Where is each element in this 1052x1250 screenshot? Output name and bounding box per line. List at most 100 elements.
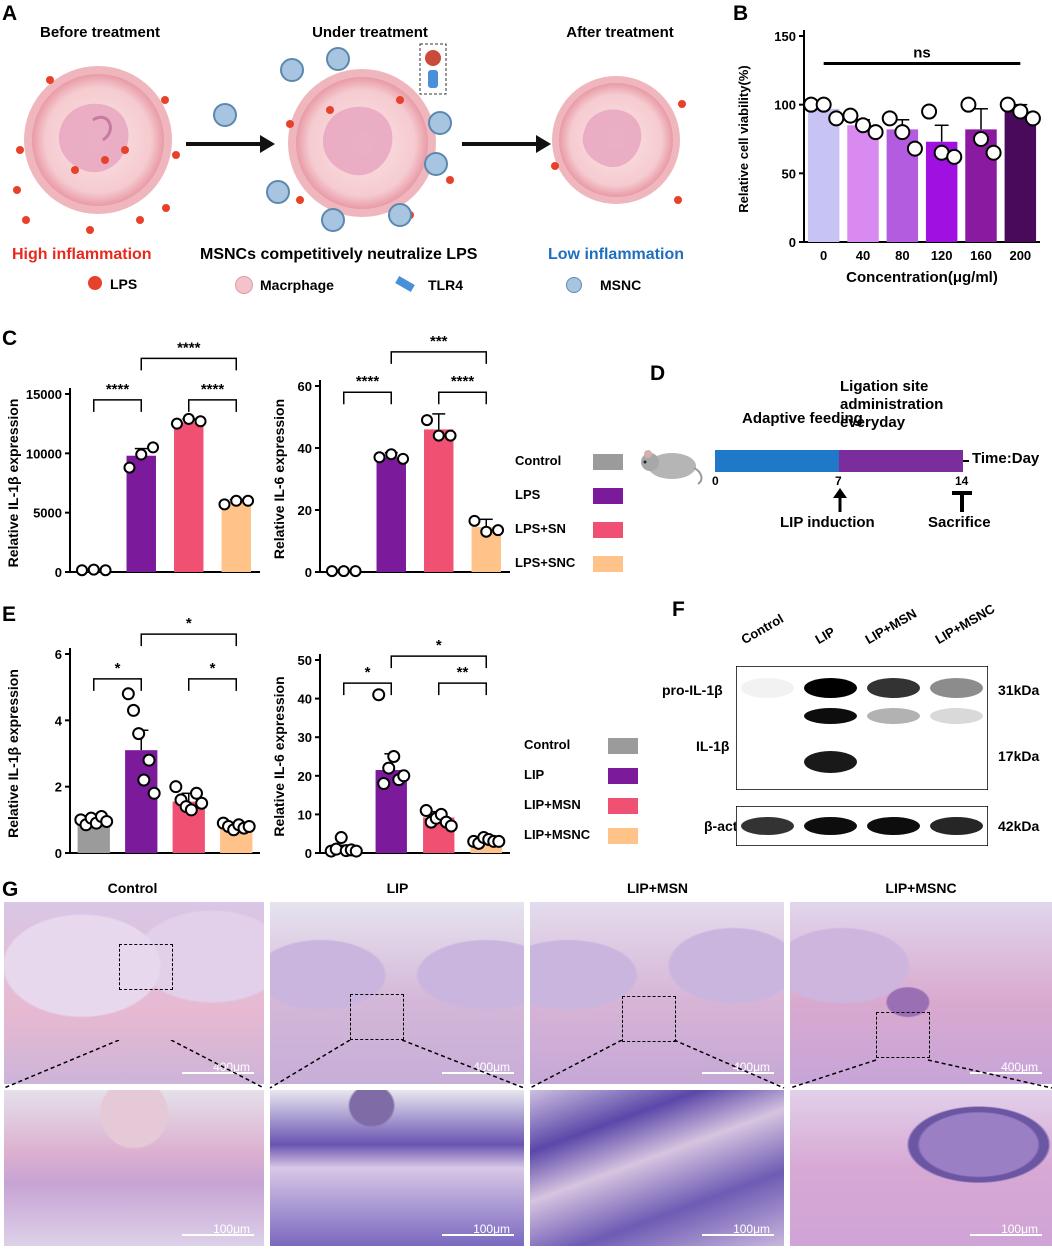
blot-band	[930, 708, 983, 724]
data-point	[87, 563, 100, 576]
blot-band	[867, 817, 920, 835]
y-tick-label: 15000	[26, 387, 62, 402]
significance-label: ns	[913, 44, 931, 61]
treatment-illustration	[13, 43, 686, 234]
tick-0: 0	[712, 474, 719, 488]
bar	[807, 108, 840, 242]
blot-band	[741, 817, 794, 835]
x-tick-label: 80	[895, 248, 909, 263]
significance-label: ****	[451, 373, 475, 390]
panel-label-b: B	[733, 2, 749, 25]
data-point	[973, 131, 989, 147]
lane-lip-msn: LIP+MSN	[862, 605, 920, 647]
data-point	[142, 753, 156, 767]
data-point	[420, 414, 433, 427]
data-point	[184, 803, 198, 817]
data-point	[194, 415, 207, 428]
legend-c-swatch	[593, 522, 623, 538]
data-point	[1024, 110, 1041, 127]
significance-label: *	[115, 660, 121, 677]
data-point	[419, 804, 433, 818]
lps-dots	[13, 76, 686, 234]
data-point	[349, 844, 363, 858]
panel-label-a: A	[2, 2, 18, 25]
induction-arrow-icon	[833, 488, 847, 512]
data-point	[337, 565, 350, 578]
significance-bracket	[438, 682, 487, 696]
scale-label: 100μm	[213, 1222, 250, 1236]
phase1-text: Adaptive feeding	[742, 410, 863, 427]
y-tick-label: 0	[789, 235, 796, 250]
blot-band	[741, 678, 794, 698]
zoom-box	[119, 944, 173, 990]
data-point	[121, 687, 135, 701]
scale-bar	[182, 1072, 254, 1074]
tick-7: 7	[835, 474, 842, 488]
bar	[847, 125, 879, 242]
caption-middle: MSNCs competitively neutralize LPS	[200, 246, 478, 263]
scale-label: 400μm	[473, 1060, 510, 1074]
zoom-box	[350, 994, 404, 1040]
mouse-icon	[641, 450, 703, 485]
scale-label: 100μm	[733, 1222, 770, 1236]
legend-e-swatch	[608, 798, 638, 814]
significance-label: ****	[356, 373, 380, 390]
micrograph-lip-msn-low: 400μm	[530, 902, 784, 1084]
data-point	[921, 103, 938, 120]
significance-bracket	[140, 357, 237, 371]
legend-c-item: LPS+SNC	[515, 554, 635, 588]
legend-c-label: LPS+SN	[515, 521, 566, 536]
western-blot-il1b	[736, 666, 988, 790]
data-point	[492, 834, 506, 848]
significance-label: *	[436, 637, 442, 654]
scale-label: 400μm	[213, 1060, 250, 1074]
micrograph-control-high: 100μm	[4, 1090, 264, 1246]
scale-bar	[442, 1072, 514, 1074]
y-tick-label: 20	[298, 769, 312, 784]
data-point	[137, 773, 151, 787]
data-point	[126, 703, 140, 717]
x-tick-label: 160	[970, 248, 992, 263]
y-tick-label: 0	[305, 846, 312, 861]
row-pro-il1b: pro-IL-1β	[662, 682, 723, 698]
micrograph-lip-low: 400μm	[270, 902, 524, 1084]
legend-e-label: LIP+MSNC	[524, 827, 591, 842]
micrograph-lip-msn-high: 100μm	[530, 1090, 784, 1246]
data-point	[1012, 103, 1029, 120]
event-lip-induction: LIP induction	[780, 514, 875, 531]
bar	[1004, 111, 1037, 243]
phase2-line1: Ligation site	[840, 378, 929, 395]
data-point	[906, 140, 923, 157]
blot-band	[804, 708, 857, 724]
data-point	[867, 124, 884, 141]
histo-title-lip-msnc: LIP+MSNC	[885, 880, 957, 896]
micrograph-lip-msnc-high: 100μm	[790, 1090, 1052, 1246]
legend-c-label: LPS	[515, 487, 541, 502]
chart-e-il1b: 0 2 4 6 * * * Relative IL-1β expression	[5, 615, 260, 861]
size-17kda: 17kDa	[998, 748, 1040, 764]
data-point	[242, 494, 255, 507]
scale-bar	[970, 1072, 1042, 1074]
data-point	[190, 786, 204, 800]
scale-bar	[970, 1234, 1042, 1236]
event-sacrifice: Sacrifice	[928, 514, 991, 531]
scale-bar	[702, 1072, 774, 1074]
data-point	[99, 564, 112, 577]
y-tick-label: 2	[55, 780, 62, 795]
msnc-particles	[213, 47, 452, 232]
blot-band	[867, 678, 920, 698]
data-point	[492, 524, 505, 537]
x-tick-label: 0	[820, 248, 827, 263]
data-point	[432, 429, 445, 442]
significance-label: ****	[177, 339, 201, 356]
bar	[424, 429, 454, 572]
significance-bracket	[390, 655, 487, 669]
data-point	[218, 498, 231, 511]
y-tick-label: 0	[55, 565, 62, 580]
legend-e-item: LIP+MSN	[524, 796, 654, 826]
data-point	[377, 777, 391, 791]
legend-c-swatch	[593, 488, 623, 504]
panel-label-g: G	[2, 878, 19, 901]
data-point	[397, 452, 410, 465]
